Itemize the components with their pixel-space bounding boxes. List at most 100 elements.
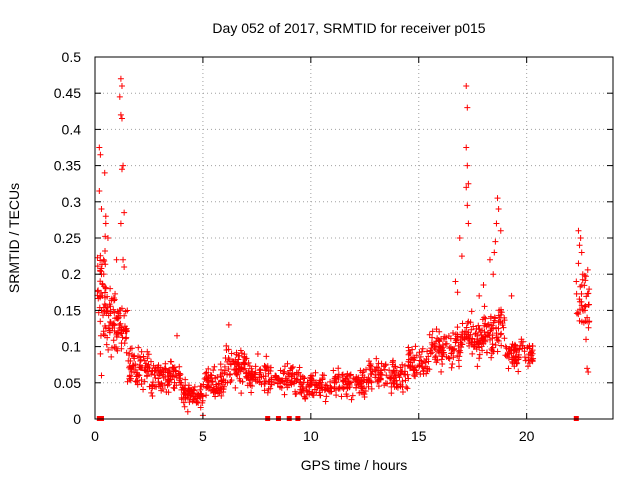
data-point [170, 384, 177, 391]
data-point [576, 306, 583, 313]
data-point [349, 392, 356, 399]
y-tick-label: 0 [73, 411, 81, 427]
axis-ticks: 0 0.05 0.1 0.15 0.2 0.25 0.3 0.35 0.4 0.45 0.5 0 5 10… [54, 49, 613, 444]
data-point-outlier [495, 206, 502, 213]
data-point [227, 361, 234, 368]
data-point [363, 366, 370, 373]
data-point [112, 290, 119, 297]
x-tick-label: 0 [91, 428, 99, 444]
data-point [526, 343, 533, 350]
data-point [407, 362, 414, 369]
data-point-outlier [494, 195, 501, 202]
x-tick-label: 5 [199, 428, 207, 444]
x-tick-label: 20 [519, 428, 535, 444]
data-point [110, 295, 117, 302]
data-point [302, 394, 309, 401]
data-point [412, 364, 419, 371]
data-point [205, 379, 212, 386]
data-point [353, 384, 360, 391]
y-tick-label: 0.1 [62, 339, 82, 355]
y-tick-label: 0.15 [54, 302, 81, 318]
data-point [168, 372, 175, 379]
data-point [399, 361, 406, 368]
data-point [356, 379, 363, 386]
data-point [446, 355, 453, 362]
data-point [470, 323, 477, 330]
data-point [108, 353, 115, 360]
data-point [101, 258, 108, 265]
data-point [210, 389, 217, 396]
data-point [301, 375, 308, 382]
data-point-outlier [104, 235, 111, 241]
data-point-outlier [584, 314, 591, 321]
data-point [482, 333, 489, 340]
data-point [585, 301, 592, 308]
data-point [194, 395, 201, 402]
data-point [146, 383, 153, 390]
data-point [267, 385, 274, 392]
data-point [298, 380, 305, 387]
data-point [95, 287, 102, 294]
data-point [264, 389, 271, 396]
data-point [102, 233, 109, 240]
data-point [381, 366, 388, 373]
data-point [162, 360, 169, 367]
data-point [248, 389, 255, 396]
data-point [476, 355, 483, 362]
data-point [135, 372, 142, 379]
data-point [285, 371, 292, 378]
data-point-outlier [101, 169, 108, 176]
data-point-outlier [121, 209, 128, 216]
data-point [422, 363, 429, 370]
data-point [482, 315, 489, 322]
data-point [453, 336, 460, 343]
data-point [241, 351, 248, 358]
data-point [127, 375, 134, 382]
data-point [459, 341, 466, 348]
data-point [265, 367, 272, 374]
data-point [219, 381, 226, 388]
data-point [177, 371, 184, 378]
data-point-outlier [508, 292, 515, 299]
data-point [405, 344, 412, 351]
data-point [171, 373, 178, 380]
data-point [456, 363, 463, 370]
data-point [443, 334, 450, 341]
data-point [429, 328, 436, 335]
data-point [481, 328, 488, 335]
data-point [429, 349, 436, 356]
data-point [210, 367, 217, 374]
data-point [284, 360, 291, 367]
data-point [100, 312, 107, 319]
data-point [242, 355, 249, 362]
data-point [264, 363, 271, 370]
data-point [170, 368, 177, 375]
data-point [261, 387, 268, 394]
data-point [527, 349, 534, 356]
data-point [149, 367, 156, 374]
data-point [432, 346, 439, 353]
data-point [117, 320, 124, 327]
data-point [383, 372, 390, 379]
data-point [515, 368, 522, 375]
data-point [472, 330, 479, 337]
data-point [440, 351, 447, 358]
data-point [106, 329, 113, 336]
data-point [190, 386, 197, 393]
data-point [413, 352, 420, 359]
data-point [140, 353, 147, 360]
data-point [433, 338, 440, 345]
data-point-outlier [118, 115, 125, 122]
data-point [149, 382, 156, 389]
data-point [126, 350, 133, 357]
data-point [308, 376, 315, 383]
data-point [339, 384, 346, 391]
data-point [489, 341, 496, 348]
data-point [419, 345, 426, 352]
data-point [312, 369, 319, 376]
data-point-outlier [493, 220, 500, 227]
data-point-outlier [458, 253, 465, 260]
data-point [256, 367, 263, 374]
data-point [453, 337, 460, 344]
data-point [503, 353, 510, 360]
